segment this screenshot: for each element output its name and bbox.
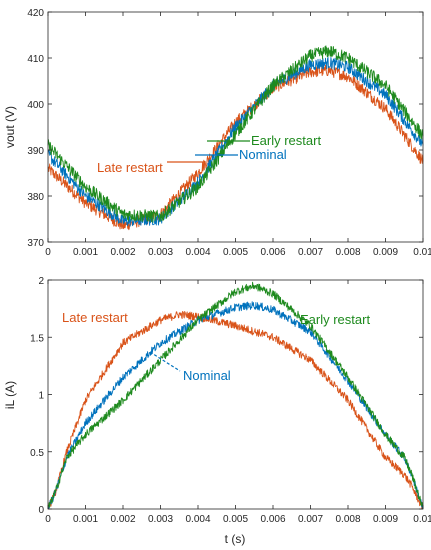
x-tick-label: 0.005 xyxy=(223,514,248,525)
series-line-early-restart xyxy=(47,281,424,510)
vout-plot: 0 0.001 0.002 0.003 0.004 0.005 0.006 0.007 0.00… xyxy=(3,8,431,258)
y-tick-label: 1.5 xyxy=(30,333,44,344)
y-tick-label: 370 xyxy=(27,238,44,249)
x-tick-label: 0 xyxy=(45,247,51,258)
annotation-early-restart: Early restart xyxy=(251,133,321,148)
x-tick-label: 0.002 xyxy=(110,247,135,258)
x-tick-label: 0.008 xyxy=(335,514,360,525)
y-tick-label: 420 xyxy=(27,8,44,19)
x-tick-label: 0.005 xyxy=(223,247,248,258)
y-tick-label: 410 xyxy=(27,54,44,65)
x-tick-label: 0.008 xyxy=(335,247,360,258)
series-line-nominal xyxy=(47,56,424,227)
y-tick-label: 400 xyxy=(27,100,44,111)
x-tick-label: 0.002 xyxy=(110,514,135,525)
y-tick-label: 380 xyxy=(27,192,44,203)
annotation-late-restart: Late restart xyxy=(97,160,163,175)
series-line-nominal xyxy=(47,301,424,510)
x-tick-label: 0.004 xyxy=(185,247,210,258)
il-plot: 0 0.001 0.002 0.003 0.004 0.005 0.006 0.007 0.00… xyxy=(3,276,431,546)
y-axis-label: vout (V) xyxy=(3,106,17,148)
series-line-early-restart xyxy=(47,45,424,223)
x-tick-label: 0.01 xyxy=(413,514,431,525)
x-tick-label: 0.006 xyxy=(260,247,285,258)
x-tick-label: 0.003 xyxy=(148,514,173,525)
series-line-late-restart xyxy=(47,310,424,510)
annotation-nominal: Nominal xyxy=(183,368,231,383)
x-tick-label: 0.009 xyxy=(373,514,398,525)
x-tick-label: 0.001 xyxy=(73,514,98,525)
y-tick-label: 390 xyxy=(27,146,44,157)
y-axis-label: iL (A) xyxy=(3,381,17,409)
annotation-nominal: Nominal xyxy=(239,147,287,162)
annotation-late-restart: Late restart xyxy=(62,310,128,325)
x-tick-label: 0.001 xyxy=(73,247,98,258)
x-tick-label: 0.007 xyxy=(298,514,323,525)
annotation-early-restart: Early restart xyxy=(300,312,370,327)
x-tick-label: 0 xyxy=(45,514,51,525)
x-tick-label: 0.003 xyxy=(148,247,173,258)
y-tick-label: 1 xyxy=(38,391,44,402)
y-tick-label: 2 xyxy=(38,276,44,287)
x-tick-label: 0.006 xyxy=(260,514,285,525)
x-tick-label: 0.004 xyxy=(185,514,210,525)
x-tick-label: 0.01 xyxy=(413,247,431,258)
x-axis-label: t (s) xyxy=(225,532,246,546)
x-tick-label: 0.009 xyxy=(373,247,398,258)
nominal-pointer xyxy=(149,351,181,372)
y-tick-label: 0.5 xyxy=(30,448,44,459)
y-tick-label: 0 xyxy=(38,505,44,516)
x-tick-label: 0.007 xyxy=(298,247,323,258)
